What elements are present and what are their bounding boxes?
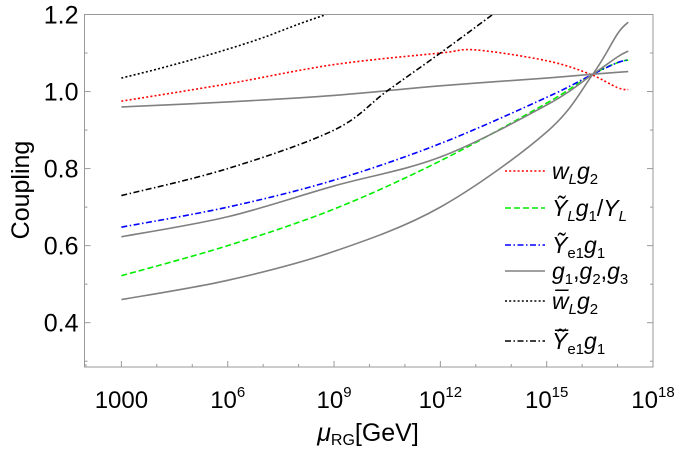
y-tick-label: 1.2	[44, 2, 79, 30]
x-tick-label: 106	[210, 384, 245, 414]
y-tick-label: 1.0	[44, 79, 79, 107]
axes: 1000 106 109 1012 1015 1018 0.4 0.6 0.8 1.0 1.2	[44, 2, 675, 415]
x-axis-label-symbol: μ	[316, 419, 331, 446]
legend-label: Ỹe1g1	[552, 232, 605, 262]
series-line	[121, 48, 629, 102]
legend-label: w̅Lg2	[552, 288, 598, 318]
legend-entry: g1,g2,g3	[505, 258, 628, 288]
legend-entry: ỸLg1/YL	[505, 195, 627, 225]
legend-entry: Ỹ̅e1g1	[505, 328, 605, 358]
legend-entry: Ỹe1g1	[505, 232, 605, 262]
y-tick-label: 0.4	[44, 310, 79, 338]
series-line	[121, 70, 629, 108]
legend-label: Ỹ̅e1g1	[552, 328, 605, 358]
x-tick-label: 1015	[525, 384, 568, 414]
x-tick-label: 1018	[631, 384, 674, 414]
legend-label: ỸLg1/YL	[552, 195, 627, 225]
y-tick-label: 0.8	[44, 156, 79, 184]
x-axis-label-sub: RG	[331, 432, 355, 446]
y-tick-label: 0.6	[44, 233, 79, 261]
series-line	[121, 21, 629, 301]
series-lines	[121, 14, 629, 301]
legend-entry: wLg2	[505, 158, 598, 188]
x-tick-label: 1000	[95, 387, 148, 414]
x-tick-label: 1012	[419, 384, 462, 414]
x-axis-label: μRG[GeV]	[316, 419, 419, 446]
legend-label: wLg2	[552, 158, 598, 188]
series-line	[121, 14, 327, 79]
legend-label: g1,g2,g3	[552, 258, 628, 288]
y-axis-label: Coupling	[7, 141, 35, 240]
series-line	[121, 50, 629, 238]
series-line	[121, 14, 494, 197]
plot-frame	[84, 14, 654, 368]
x-axis-label-unit: [GeV]	[355, 419, 419, 446]
series-line	[121, 59, 629, 228]
x-tick-label: 109	[317, 384, 352, 414]
legend-entry: w̅Lg2	[505, 288, 598, 318]
